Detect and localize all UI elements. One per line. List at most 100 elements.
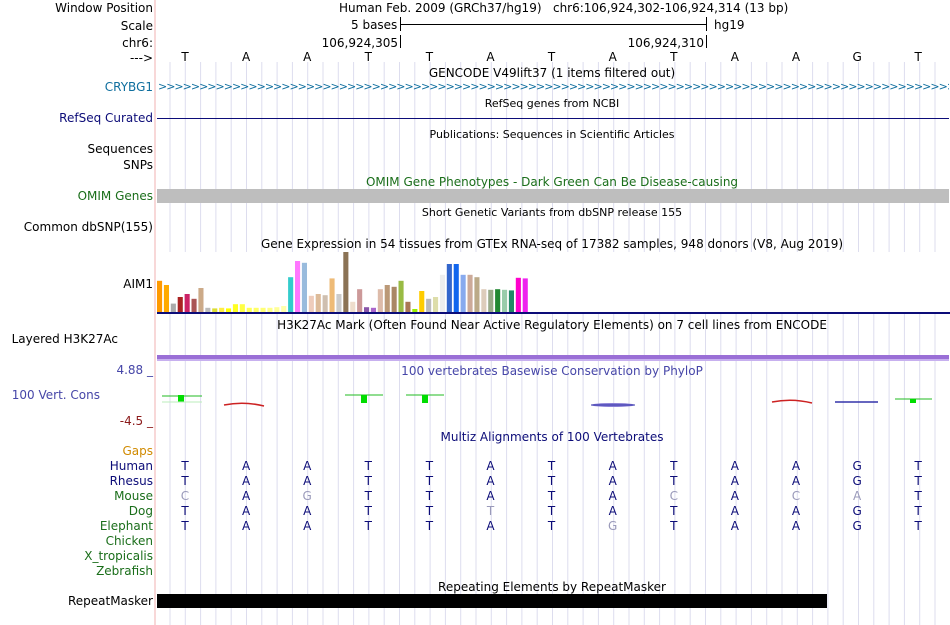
multiz-species-label[interactable]: Dog [128,504,153,518]
multiz-base: A [303,474,312,488]
repeatmasker-element[interactable] [157,594,827,608]
cons-track-title[interactable]: 100 vertebrates Basewise Conservation by… [401,364,703,378]
multiz-base: T [914,504,922,518]
multiz-track-title[interactable]: Multiz Alignments of 100 Vertebrates [440,430,664,444]
multiz-base: T [547,519,556,533]
multiz-base: T [670,459,678,473]
coord-right: 106,924,310 [627,36,704,50]
coord-left-tick [400,35,401,48]
repeatmasker-track-title[interactable]: Repeating Elements by RepeatMasker [438,580,666,594]
multiz-base: T [914,459,922,473]
cons-dip-3 [771,399,813,404]
multiz-base: A [241,519,251,533]
gene-strand-arrows[interactable]: >>>>>>>>>>>>>>>>>>>>>>>>>>>>>>>>>>>>>>>>… [158,80,949,93]
multiz-base: A [791,504,801,518]
refseq-gene-line[interactable] [157,118,949,119]
refseq-curated-label[interactable]: RefSeq Curated [59,111,153,125]
cons-peak-3 [422,395,428,403]
gtex-bar-chart[interactable] [0,250,950,316]
multiz-base: T [364,519,372,533]
multiz-base: T [914,519,922,533]
multiz-base: A [486,489,495,503]
omim-phenotype-bar[interactable] [157,189,949,203]
multiz-species-label[interactable]: Mouse [114,489,153,503]
multiz-species-label[interactable]: Rhesus [109,474,153,488]
gtex-tissue-bar [398,280,404,312]
gtex-tissue-bar [239,304,245,312]
omim-track-title[interactable]: OMIM Gene Phenotypes - Dark Green Can Be… [365,175,739,189]
refseq-track-title[interactable]: RefSeq genes from NCBI [484,97,620,110]
gtex-tissue-bar [260,307,266,312]
gtex-tissue-bar [295,261,301,312]
reference-base: G [852,50,862,64]
reference-base: A [303,50,312,64]
multiz-base: C [791,489,801,503]
multiz-base: A [730,519,739,533]
gtex-tissue-bar [350,301,356,312]
multiz-species-label[interactable]: Chicken [105,534,153,548]
multiz-gaps-label[interactable]: Gaps [122,444,153,458]
repeatmasker-label[interactable]: RepeatMasker [67,594,153,608]
gtex-gene-label[interactable]: AIM1 [123,277,153,291]
multiz-base: A [241,504,251,518]
gtex-tissue-bar [488,289,494,312]
multiz-species-label[interactable]: Elephant [99,519,153,533]
publications-snps-label[interactable]: SNPs [123,158,153,172]
cons-plot[interactable] [0,388,950,412]
gtex-tissue-bar [163,285,169,312]
h3k27ac-label[interactable]: Layered H3K27Ac [11,332,118,346]
gtex-tissue-bar [515,277,521,312]
chrom-label: chr6: [122,36,153,50]
multiz-base: T [425,504,434,518]
strand-arrow-label: ---> [129,51,153,65]
h3k27ac-signal-band-light [157,359,949,361]
h3k27ac-signal-band[interactable] [157,355,949,359]
multiz-base: T [547,474,556,488]
dbsnp-track-title[interactable]: Short Genetic Variants from dbSNP releas… [421,206,683,219]
multiz-base: G [852,504,862,518]
multiz-base: G [852,474,862,488]
gtex-tissue-bar [267,307,273,312]
h3k27ac-track-title[interactable]: H3K27Ac Mark (Often Found Near Active Re… [277,318,827,332]
gtex-tissue-bar [157,280,163,312]
assembly-title: Human Feb. 2009 (GRCh37/hg19) chr6:106,9… [339,1,789,15]
gtex-tissue-bar [357,289,363,312]
omim-genes-label[interactable]: OMIM Genes [77,189,153,203]
gtex-tissue-bar [433,297,439,312]
multiz-base: T [547,504,556,518]
gtex-tissue-bar [467,274,473,312]
publications-sequences-label[interactable]: Sequences [87,142,153,156]
gtex-tissue-bar [426,298,432,312]
multiz-base: T [181,519,189,533]
multiz-species-label[interactable]: Zebrafish [96,564,153,578]
gtex-track-title[interactable]: Gene Expression in 54 tissues from GTEx … [260,237,844,251]
gtex-background [157,252,950,314]
gtex-tissue-bar [288,277,294,312]
multiz-base: T [364,474,372,488]
multiz-base: G [302,489,312,503]
multiz-species-label[interactable]: Human [109,459,153,473]
gene-label-crybg1[interactable]: CRYBG1 [104,80,153,94]
reference-base: T [547,50,556,64]
gtex-tissue-bar [377,289,383,312]
gtex-tissue-bar [502,289,508,312]
multiz-base: A [730,474,739,488]
gtex-tissue-bar [370,307,376,312]
multiz-species-label[interactable]: X_tropicalis [84,549,153,563]
scale-bar-right-tick [706,17,707,31]
window-position-label: Window Position [55,1,153,15]
reference-base: T [914,50,922,64]
common-dbsnp-label[interactable]: Common dbSNP(155) [23,220,153,234]
db-label: hg19 [714,18,745,32]
gtex-tissue-bar [460,274,466,312]
gtex-tissue-bar [315,294,321,312]
gencode-track-title[interactable]: GENCODE V49lift37 (1 items filtered out) [428,66,676,80]
multiz-base: C [669,489,678,503]
multiz-base: T [670,474,678,488]
multiz-base: A [608,504,617,518]
reference-base: A [730,50,739,64]
publications-track-title[interactable]: Publications: Sequences in Scientific Ar… [429,128,675,141]
gtex-tissue-bar [446,264,452,312]
gtex-tissue-bar [322,295,328,312]
cons-track-label[interactable]: 100 Vert. Cons [11,388,100,402]
